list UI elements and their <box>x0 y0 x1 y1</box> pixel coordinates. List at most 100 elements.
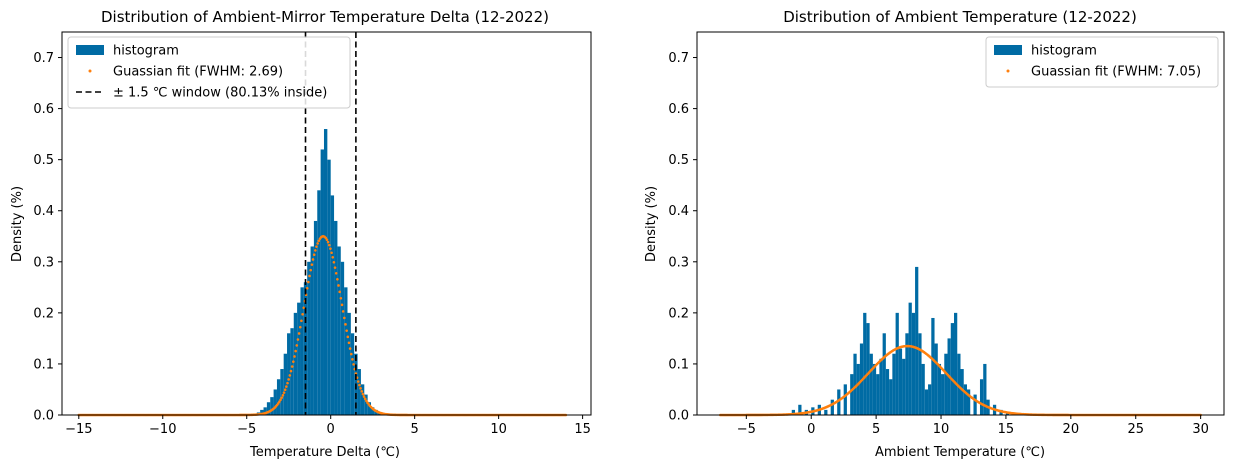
y-tick-label: 0.2 <box>668 306 689 321</box>
histogram-bar <box>931 317 935 415</box>
histogram-bar <box>889 379 893 415</box>
histogram-bar <box>872 363 877 415</box>
histogram-bar <box>357 369 361 415</box>
histogram-bar <box>950 323 955 415</box>
gaussian-fit-point <box>360 390 364 393</box>
histogram-bar <box>364 394 368 415</box>
gaussian-fit-point <box>283 388 287 392</box>
y-tick-label: 0.4 <box>33 204 54 219</box>
histogram-bar <box>300 287 304 415</box>
gaussian-fit-point <box>317 239 321 243</box>
gaussian-fit-point <box>331 255 335 259</box>
histogram-bar <box>307 261 311 415</box>
histogram-bar <box>276 379 281 415</box>
gaussian-fit-point <box>286 381 289 385</box>
x-tick-label: 15 <box>998 422 1015 437</box>
y-tick-label: 0.6 <box>33 102 54 117</box>
chart-title: Distribution of Ambient Temperature (12-… <box>783 8 1137 26</box>
gaussian-fit-point <box>352 363 355 366</box>
plot-frame <box>696 31 1225 416</box>
histogram-bar <box>340 261 345 415</box>
legend-box <box>985 36 1219 88</box>
x-tick-label: 15 <box>574 422 591 437</box>
gaussian-fit-point <box>297 332 301 335</box>
gaussian-fit-point <box>289 369 293 373</box>
histogram-bar <box>824 409 828 415</box>
histogram-bar <box>371 407 375 415</box>
histogram-bar <box>334 220 338 415</box>
gaussian-fit-point <box>290 365 294 368</box>
histogram-bar <box>337 246 341 415</box>
gaussian-fit-point <box>314 249 317 252</box>
histogram-bar <box>367 402 372 415</box>
y-tick-label: 0.1 <box>33 357 54 372</box>
gaussian-fit-point <box>316 242 319 245</box>
gaussian-fit-point <box>305 286 309 290</box>
histogram-bar <box>957 353 961 415</box>
gaussian-fit-point <box>298 325 302 329</box>
histogram-bar <box>866 323 870 415</box>
x-axis-label: Ambient Temperature (℃) <box>875 445 1045 460</box>
gaussian-fit-point <box>315 245 318 248</box>
gaussian-fit-point <box>340 303 344 307</box>
y-tick-label: 0.0 <box>33 409 54 424</box>
histogram-bar <box>928 384 932 415</box>
legend-label: Guassian fit (FWHM: 2.69) <box>113 65 283 80</box>
x-tick-label: 10 <box>933 422 950 437</box>
y-tick-label: 0.2 <box>33 306 54 321</box>
gaussian-fit-series <box>77 234 568 417</box>
gaussian-fit-point <box>301 313 304 316</box>
x-axis-label: Temperature Delta (℃) <box>249 445 400 460</box>
histogram-bar <box>934 343 938 415</box>
y-tick-label: 0.4 <box>668 204 689 219</box>
histogram-bar <box>869 353 873 415</box>
gaussian-fit-point <box>358 383 361 387</box>
gaussian-fit-point <box>300 319 303 323</box>
histogram-bar <box>966 389 971 415</box>
histogram-bar <box>879 358 883 415</box>
y-tick-label: 0.3 <box>33 255 54 270</box>
gaussian-fit-point <box>311 258 315 261</box>
x-tick-label: 0 <box>327 422 335 437</box>
histogram-bar <box>908 302 912 415</box>
histogram-bar <box>273 389 277 415</box>
y-tick-label: 0.6 <box>668 102 689 117</box>
gaussian-fit-point <box>292 360 295 363</box>
histogram-bar <box>283 353 288 415</box>
gaussian-fit-point <box>285 385 288 388</box>
legend-swatch-histogram <box>994 45 1022 55</box>
histogram-bar <box>853 353 857 415</box>
gaussian-fit-point <box>293 355 296 358</box>
histogram-bar <box>850 374 854 415</box>
gaussian-fit-point <box>361 392 365 396</box>
x-tick-label: 20 <box>1063 422 1080 437</box>
gaussian-fit-point <box>339 296 343 300</box>
y-tick-label: 0.3 <box>668 255 689 270</box>
gaussian-fit-point <box>334 272 338 275</box>
gaussian-fit-point <box>308 274 311 278</box>
gaussian-fit-point <box>347 341 351 345</box>
histogram-bar <box>924 389 929 415</box>
histogram-bar <box>297 302 301 415</box>
histogram-bar <box>856 363 860 415</box>
histogram-bar <box>260 409 264 415</box>
gaussian-fit-point <box>282 391 286 394</box>
histogram-bar <box>330 195 335 415</box>
x-tick-label: 0 <box>807 422 815 437</box>
x-tick-label: 25 <box>1127 422 1144 437</box>
gaussian-fit-point <box>337 284 340 287</box>
gaussian-fit-point <box>307 280 310 284</box>
histogram-bar <box>791 409 796 415</box>
histogram-bar <box>798 404 802 415</box>
histogram-bar <box>344 287 348 415</box>
gaussian-fit-point <box>336 277 339 281</box>
histogram-bar <box>973 394 977 415</box>
histogram-bar <box>843 384 847 415</box>
x-tick-label: −5 <box>737 422 756 437</box>
histogram-bar <box>895 312 899 415</box>
gaussian-fit-point <box>302 306 306 310</box>
histogram-bar <box>915 266 919 415</box>
gaussian-fit-point <box>295 344 299 347</box>
gaussian-fit-point <box>351 358 354 361</box>
gaussian-fit-point <box>362 395 366 398</box>
